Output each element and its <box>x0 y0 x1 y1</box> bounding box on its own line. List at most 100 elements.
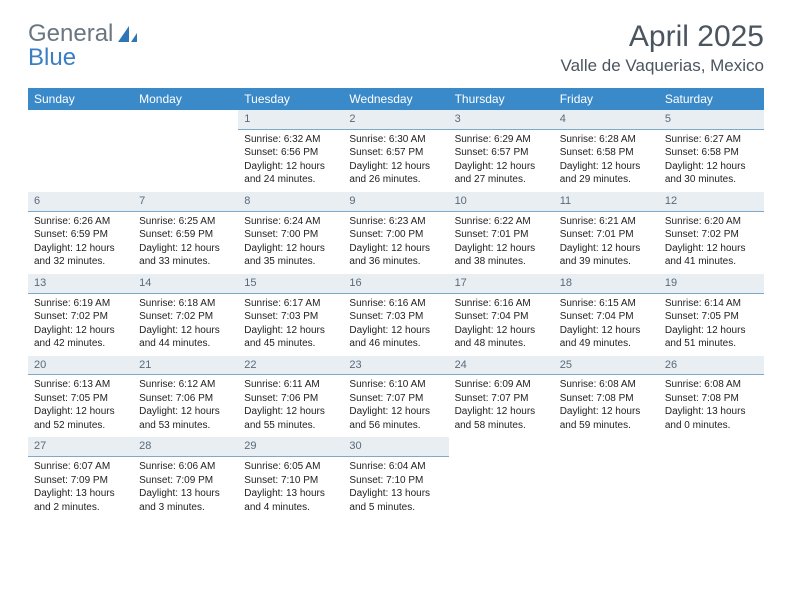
weekday-header: Wednesday <box>343 88 448 110</box>
sunrise-line: Sunrise: 6:16 AM <box>349 297 442 311</box>
week-row: 13Sunrise: 6:19 AMSunset: 7:02 PMDayligh… <box>28 274 764 356</box>
day-body: Sunrise: 6:08 AMSunset: 7:08 PMDaylight:… <box>659 375 764 437</box>
day-cell: 13Sunrise: 6:19 AMSunset: 7:02 PMDayligh… <box>28 274 133 356</box>
sunrise-line: Sunrise: 6:28 AM <box>560 133 653 147</box>
daylight-line: Daylight: 12 hours and 44 minutes. <box>139 324 232 351</box>
day-cell: 30Sunrise: 6:04 AMSunset: 7:10 PMDayligh… <box>343 437 448 519</box>
day-number: 8 <box>238 192 343 212</box>
sunset-line: Sunset: 7:04 PM <box>560 310 653 324</box>
sunset-line: Sunset: 6:58 PM <box>560 146 653 160</box>
week-row: 27Sunrise: 6:07 AMSunset: 7:09 PMDayligh… <box>28 437 764 519</box>
daylight-line: Daylight: 12 hours and 29 minutes. <box>560 160 653 187</box>
sunset-line: Sunset: 6:59 PM <box>139 228 232 242</box>
sunset-line: Sunset: 7:10 PM <box>349 474 442 488</box>
day-cell <box>133 110 238 192</box>
day-cell: 10Sunrise: 6:22 AMSunset: 7:01 PMDayligh… <box>449 192 554 274</box>
sunset-line: Sunset: 7:10 PM <box>244 474 337 488</box>
sunset-line: Sunset: 7:03 PM <box>244 310 337 324</box>
daylight-line: Daylight: 12 hours and 42 minutes. <box>34 324 127 351</box>
day-cell: 2Sunrise: 6:30 AMSunset: 6:57 PMDaylight… <box>343 110 448 192</box>
sunrise-line: Sunrise: 6:32 AM <box>244 133 337 147</box>
day-body: Sunrise: 6:21 AMSunset: 7:01 PMDaylight:… <box>554 212 659 274</box>
day-cell: 9Sunrise: 6:23 AMSunset: 7:00 PMDaylight… <box>343 192 448 274</box>
day-body: Sunrise: 6:06 AMSunset: 7:09 PMDaylight:… <box>133 457 238 519</box>
day-number: 3 <box>449 110 554 130</box>
sunset-line: Sunset: 7:04 PM <box>455 310 548 324</box>
weekday-header: Saturday <box>659 88 764 110</box>
sunrise-line: Sunrise: 6:14 AM <box>665 297 758 311</box>
day-number: 18 <box>554 274 659 294</box>
sunset-line: Sunset: 7:02 PM <box>34 310 127 324</box>
day-cell: 1Sunrise: 6:32 AMSunset: 6:56 PMDaylight… <box>238 110 343 192</box>
sunrise-line: Sunrise: 6:13 AM <box>34 378 127 392</box>
day-body: Sunrise: 6:09 AMSunset: 7:07 PMDaylight:… <box>449 375 554 437</box>
day-cell: 5Sunrise: 6:27 AMSunset: 6:58 PMDaylight… <box>659 110 764 192</box>
daylight-line: Daylight: 12 hours and 38 minutes. <box>455 242 548 269</box>
header: General April 2025 Valle de Vaquerias, M… <box>28 20 764 76</box>
title-block: April 2025 Valle de Vaquerias, Mexico <box>561 20 764 76</box>
sunrise-line: Sunrise: 6:09 AM <box>455 378 548 392</box>
day-number: 26 <box>659 356 764 376</box>
day-number: 15 <box>238 274 343 294</box>
daylight-line: Daylight: 12 hours and 56 minutes. <box>349 405 442 432</box>
day-number: 4 <box>554 110 659 130</box>
day-cell: 26Sunrise: 6:08 AMSunset: 7:08 PMDayligh… <box>659 356 764 438</box>
day-number: 7 <box>133 192 238 212</box>
sunset-line: Sunset: 7:00 PM <box>244 228 337 242</box>
logo-sail-icon <box>116 24 138 44</box>
daylight-line: Daylight: 12 hours and 32 minutes. <box>34 242 127 269</box>
sunrise-line: Sunrise: 6:23 AM <box>349 215 442 229</box>
sunset-line: Sunset: 7:01 PM <box>560 228 653 242</box>
day-body: Sunrise: 6:11 AMSunset: 7:06 PMDaylight:… <box>238 375 343 437</box>
sunrise-line: Sunrise: 6:27 AM <box>665 133 758 147</box>
week-row: 20Sunrise: 6:13 AMSunset: 7:05 PMDayligh… <box>28 356 764 438</box>
daylight-line: Daylight: 12 hours and 33 minutes. <box>139 242 232 269</box>
day-number: 2 <box>343 110 448 130</box>
sunset-line: Sunset: 7:07 PM <box>349 392 442 406</box>
day-body: Sunrise: 6:26 AMSunset: 6:59 PMDaylight:… <box>28 212 133 274</box>
day-cell: 6Sunrise: 6:26 AMSunset: 6:59 PMDaylight… <box>28 192 133 274</box>
daylight-line: Daylight: 12 hours and 48 minutes. <box>455 324 548 351</box>
sunrise-line: Sunrise: 6:08 AM <box>560 378 653 392</box>
sunrise-line: Sunrise: 6:08 AM <box>665 378 758 392</box>
day-cell: 20Sunrise: 6:13 AMSunset: 7:05 PMDayligh… <box>28 356 133 438</box>
sunset-line: Sunset: 7:09 PM <box>139 474 232 488</box>
day-cell: 19Sunrise: 6:14 AMSunset: 7:05 PMDayligh… <box>659 274 764 356</box>
sunrise-line: Sunrise: 6:18 AM <box>139 297 232 311</box>
daylight-line: Daylight: 12 hours and 58 minutes. <box>455 405 548 432</box>
day-cell: 3Sunrise: 6:29 AMSunset: 6:57 PMDaylight… <box>449 110 554 192</box>
day-body: Sunrise: 6:24 AMSunset: 7:00 PMDaylight:… <box>238 212 343 274</box>
daylight-line: Daylight: 13 hours and 5 minutes. <box>349 487 442 514</box>
sunset-line: Sunset: 7:06 PM <box>139 392 232 406</box>
day-body: Sunrise: 6:19 AMSunset: 7:02 PMDaylight:… <box>28 294 133 356</box>
day-number: 21 <box>133 356 238 376</box>
sunrise-line: Sunrise: 6:19 AM <box>34 297 127 311</box>
day-number: 17 <box>449 274 554 294</box>
daylight-line: Daylight: 12 hours and 41 minutes. <box>665 242 758 269</box>
sunset-line: Sunset: 7:08 PM <box>665 392 758 406</box>
day-number: 19 <box>659 274 764 294</box>
day-body: Sunrise: 6:28 AMSunset: 6:58 PMDaylight:… <box>554 130 659 192</box>
day-cell: 23Sunrise: 6:10 AMSunset: 7:07 PMDayligh… <box>343 356 448 438</box>
location-label: Valle de Vaquerias, Mexico <box>561 56 764 76</box>
daylight-line: Daylight: 13 hours and 3 minutes. <box>139 487 232 514</box>
sunrise-line: Sunrise: 6:29 AM <box>455 133 548 147</box>
day-number: 25 <box>554 356 659 376</box>
day-cell: 15Sunrise: 6:17 AMSunset: 7:03 PMDayligh… <box>238 274 343 356</box>
day-cell <box>659 437 764 519</box>
sunrise-line: Sunrise: 6:12 AM <box>139 378 232 392</box>
day-body: Sunrise: 6:27 AMSunset: 6:58 PMDaylight:… <box>659 130 764 192</box>
sunset-line: Sunset: 7:00 PM <box>349 228 442 242</box>
week-row: 6Sunrise: 6:26 AMSunset: 6:59 PMDaylight… <box>28 192 764 274</box>
day-body: Sunrise: 6:18 AMSunset: 7:02 PMDaylight:… <box>133 294 238 356</box>
day-cell: 16Sunrise: 6:16 AMSunset: 7:03 PMDayligh… <box>343 274 448 356</box>
sunset-line: Sunset: 7:09 PM <box>34 474 127 488</box>
daylight-line: Daylight: 12 hours and 30 minutes. <box>665 160 758 187</box>
day-number: 28 <box>133 437 238 457</box>
day-number: 5 <box>659 110 764 130</box>
day-cell: 29Sunrise: 6:05 AMSunset: 7:10 PMDayligh… <box>238 437 343 519</box>
day-number: 14 <box>133 274 238 294</box>
week-row: 1Sunrise: 6:32 AMSunset: 6:56 PMDaylight… <box>28 110 764 192</box>
day-cell: 8Sunrise: 6:24 AMSunset: 7:00 PMDaylight… <box>238 192 343 274</box>
weekday-header: Tuesday <box>238 88 343 110</box>
